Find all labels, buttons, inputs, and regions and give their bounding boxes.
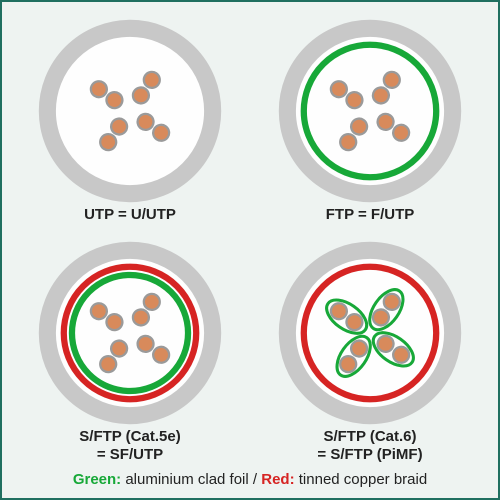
cable-diagram-sftp6 [275,238,465,428]
cable-diagram-sftp5 [35,238,225,428]
cable-label-utp: UTP = U/UTP [84,206,176,225]
cable-label-ftp: FTP = F/UTP [326,206,414,225]
outer-jacket [287,28,452,193]
legend-sep: / [249,471,262,488]
legend-red-text: tinned copper braid [295,471,428,488]
outer-jacket [47,28,212,193]
cell-utp: UTP = U/UTP [10,10,250,232]
cell-sftp6: S/FTP (Cat.6)= S/FTP (PiMF) [250,232,490,466]
cable-grid: UTP = U/UTP FTP = F/UTP S/FTP (Cat.5e)= SF… [10,10,490,490]
cable-label-sftp6: S/FTP (Cat.6)= S/FTP (PiMF) [317,428,422,466]
cell-sftp5: S/FTP (Cat.5e)= SF/UTP [10,232,250,466]
cable-diagram-ftp [275,16,465,206]
legend: Green: aluminium clad foil / Red: tinned… [10,465,490,490]
legend-red-label: Red: [261,471,294,488]
frame: UTP = U/UTP FTP = F/UTP S/FTP (Cat.5e)= SF… [0,0,500,500]
legend-green-text: aluminium clad foil [121,471,249,488]
cable-label-sftp5: S/FTP (Cat.5e)= SF/UTP [79,428,180,466]
legend-green-label: Green: [73,471,121,488]
cable-diagram-utp [35,16,225,206]
outer-jacket [287,250,452,415]
cell-ftp: FTP = F/UTP [250,10,490,232]
